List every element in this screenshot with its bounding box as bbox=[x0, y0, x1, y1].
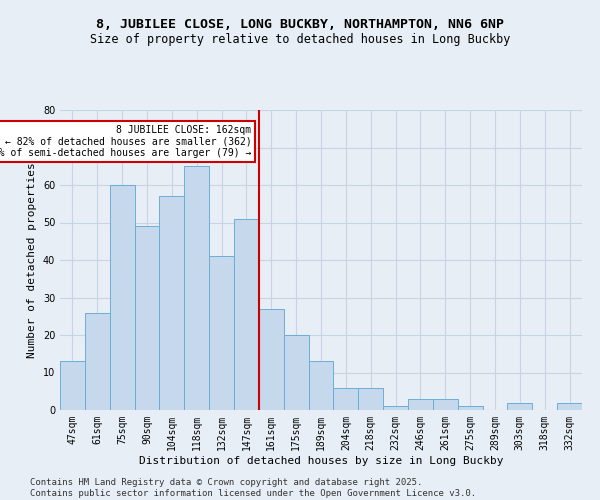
Bar bbox=[234, 219, 259, 410]
Bar bbox=[358, 388, 383, 410]
Bar bbox=[557, 402, 582, 410]
Text: Size of property relative to detached houses in Long Buckby: Size of property relative to detached ho… bbox=[90, 32, 510, 46]
Bar bbox=[209, 256, 234, 410]
Bar bbox=[383, 406, 408, 410]
Bar bbox=[334, 388, 358, 410]
Bar bbox=[284, 335, 308, 410]
Bar bbox=[433, 399, 458, 410]
Bar bbox=[458, 406, 482, 410]
Bar bbox=[259, 308, 284, 410]
Text: 8 JUBILEE CLOSE: 162sqm
← 82% of detached houses are smaller (362)
18% of semi-d: 8 JUBILEE CLOSE: 162sqm ← 82% of detache… bbox=[0, 125, 251, 158]
Text: Contains HM Land Registry data © Crown copyright and database right 2025.
Contai: Contains HM Land Registry data © Crown c… bbox=[30, 478, 476, 498]
Y-axis label: Number of detached properties: Number of detached properties bbox=[27, 162, 37, 358]
Bar bbox=[60, 361, 85, 410]
Bar bbox=[508, 402, 532, 410]
Text: 8, JUBILEE CLOSE, LONG BUCKBY, NORTHAMPTON, NN6 6NP: 8, JUBILEE CLOSE, LONG BUCKBY, NORTHAMPT… bbox=[96, 18, 504, 30]
Bar bbox=[110, 185, 134, 410]
Bar bbox=[85, 312, 110, 410]
Bar bbox=[160, 196, 184, 410]
Bar bbox=[408, 399, 433, 410]
X-axis label: Distribution of detached houses by size in Long Buckby: Distribution of detached houses by size … bbox=[139, 456, 503, 466]
Bar bbox=[184, 166, 209, 410]
Bar bbox=[134, 226, 160, 410]
Bar bbox=[308, 361, 334, 410]
